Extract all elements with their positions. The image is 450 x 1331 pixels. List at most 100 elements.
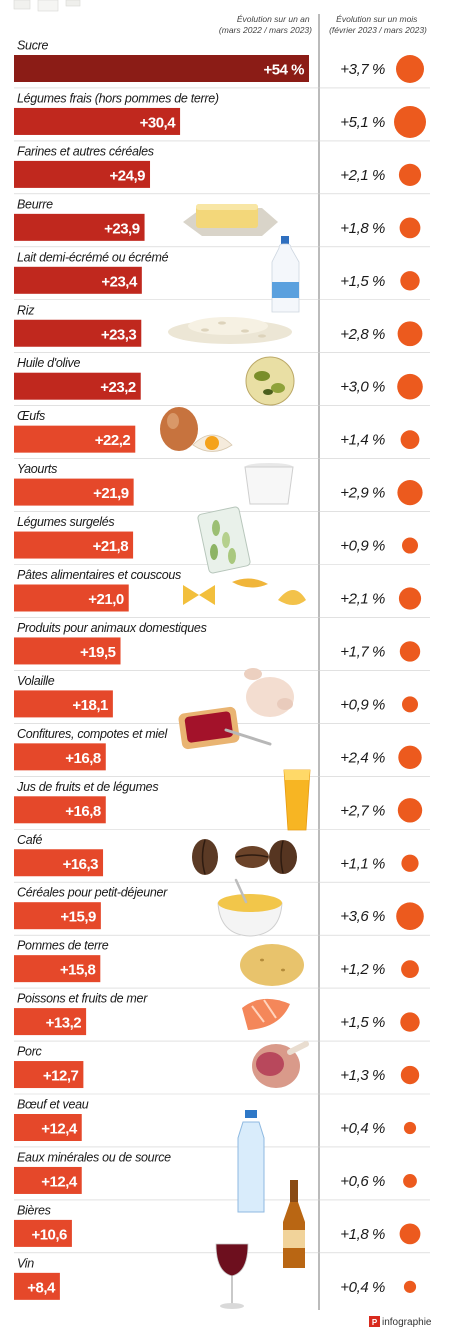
milk-bottle-icon — [271, 236, 300, 313]
jam-toast-icon — [178, 706, 272, 750]
bar-yearly — [14, 1114, 82, 1141]
category-label: Jus de fruits et de légumes — [16, 780, 158, 794]
bar-yearly-label: +18,1 — [72, 697, 108, 714]
ham-icon — [252, 1041, 309, 1088]
chart-row: Produits pour animaux domestiques +19,5 +1… — [14, 617, 430, 665]
monthly-value-label: +3,7 % — [340, 61, 385, 78]
monthly-value-label: +1,7 % — [340, 643, 385, 660]
chart-row: Légumes surgelés +21,8 +0,9 % — [14, 511, 430, 559]
monthly-value-label: +0,9 % — [340, 696, 385, 713]
wine-glass-icon — [215, 1243, 249, 1309]
chart-row: Céréales pour petit-déjeuner +15,9 +3,6 % — [14, 881, 430, 930]
water-bottle-icon — [237, 1110, 265, 1213]
chart-row: Pâtes alimentaires et couscous +21,0 +2,1 … — [14, 564, 430, 612]
bar-yearly-label: +16,3 — [63, 856, 99, 873]
monthly-dot — [403, 1121, 417, 1135]
monthly-value-label: +1,4 % — [340, 432, 385, 449]
category-label: Lait demi-écrémé ou écrémé — [17, 250, 169, 264]
category-label: Pommes de terre — [17, 939, 109, 953]
monthly-value-label: +0,4 % — [340, 1279, 385, 1296]
category-label: Confitures, compotes et miel — [17, 727, 169, 741]
bar-yearly-label: +16,8 — [65, 803, 101, 820]
chart-row: Jus de fruits et de légumes +16,8 +2,7 % — [14, 775, 430, 824]
olive-oil-icon — [245, 356, 295, 406]
monthly-dot — [402, 696, 418, 713]
bar-yearly-label: +19,5 — [80, 644, 116, 661]
chart-row: Légumes frais (hors pommes de terre) +30,… — [14, 87, 430, 138]
bar-yearly-label: +15,9 — [60, 909, 96, 926]
monthly-dot — [398, 587, 422, 610]
bar-yearly — [14, 425, 136, 453]
monthly-dot — [397, 480, 423, 506]
monthly-dot — [401, 854, 419, 872]
monthly-value-label: +2,9 % — [340, 485, 385, 502]
category-label: Légumes surgelés — [17, 515, 114, 529]
sugar-icon — [13, 0, 81, 12]
monthly-dot — [401, 960, 419, 979]
monthly-value-label: +1,8 % — [340, 220, 385, 237]
bar-yearly-label: +23,4 — [101, 273, 138, 290]
butter-icon — [183, 204, 278, 236]
monthly-value-label: +3,0 % — [340, 379, 385, 396]
monthly-value-label: +2,1 % — [340, 591, 385, 608]
chart-row: Yaourts +21,9 +2,9 % — [14, 458, 430, 506]
category-label: Café — [17, 833, 43, 847]
category-label: Huile d'olive — [17, 356, 80, 370]
category-label: Beurre — [17, 197, 53, 211]
chart-rows: Sucre +54 % +3,7 % Légumes frais (hors pomm… — [14, 39, 430, 1300]
bar-yearly — [14, 372, 141, 400]
category-label: Vin — [17, 1256, 34, 1270]
monthly-value-label: +1,8 % — [340, 1226, 385, 1243]
chicken-icon — [244, 668, 294, 717]
monthly-value-label: +5,1 % — [340, 114, 385, 131]
juice-glass-icon — [283, 769, 311, 831]
bar-yearly-label: +21,9 — [93, 485, 129, 502]
monthly-dot — [399, 641, 421, 662]
potato-icon — [240, 944, 304, 986]
bar-yearly — [14, 213, 145, 241]
monthly-dot — [397, 373, 423, 400]
bar-yearly — [14, 1061, 84, 1089]
chart-row: Œufs +22,2 +1,4 % — [14, 405, 430, 453]
chart-row: Confitures, compotes et miel +16,8 +2,4 % — [14, 723, 430, 771]
bar-yearly-label: +15,8 — [60, 962, 96, 979]
bar-yearly — [14, 584, 129, 612]
rice-icon — [168, 317, 292, 344]
brand-label: infographie — [382, 1317, 432, 1328]
bar-yearly-label: +23,2 — [100, 379, 136, 396]
bar-yearly — [14, 107, 181, 135]
category-label: Bœuf et veau — [17, 1098, 89, 1112]
monthly-dot — [403, 1174, 417, 1188]
bar-yearly — [14, 1272, 60, 1300]
monthly-dot — [394, 105, 426, 138]
category-label: Bières — [17, 1203, 51, 1217]
monthly-value-label: +1,3 % — [340, 1067, 385, 1084]
bar-yearly — [14, 955, 101, 983]
bar-yearly — [14, 849, 104, 877]
monthly-value-label: +2,8 % — [340, 326, 385, 343]
monthly-dot — [398, 745, 422, 770]
bar-yearly-label: +12,7 — [43, 1068, 79, 1085]
monthly-dot — [400, 1065, 420, 1085]
category-label: Œufs — [17, 409, 45, 423]
bar-yearly — [14, 319, 142, 347]
monthly-value-label: +2,7 % — [340, 802, 385, 819]
monthly-dot — [398, 163, 422, 186]
bar-yearly-label: +16,8 — [65, 750, 101, 767]
monthly-dot — [397, 321, 423, 347]
bar-yearly-label: +54 % — [264, 62, 305, 79]
bar-yearly-label: +10,6 — [31, 1226, 67, 1243]
bar-yearly — [14, 690, 113, 718]
chart-row: Porc+12,7 +1,3 % — [14, 1040, 430, 1089]
category-label: Sucre — [17, 39, 49, 53]
monthly-value-label: +0,4 % — [340, 1120, 385, 1137]
bar-yearly-label: +23,3 — [101, 326, 137, 343]
monthly-dot — [396, 55, 424, 83]
bar-yearly-label: +21,8 — [93, 538, 129, 555]
monthly-value-label: +3,6 % — [340, 908, 385, 925]
bar-yearly-label: +21,0 — [88, 591, 124, 608]
category-label: Riz — [17, 303, 35, 317]
coffee-bean-icon — [192, 839, 297, 875]
bar-yearly — [14, 743, 106, 771]
